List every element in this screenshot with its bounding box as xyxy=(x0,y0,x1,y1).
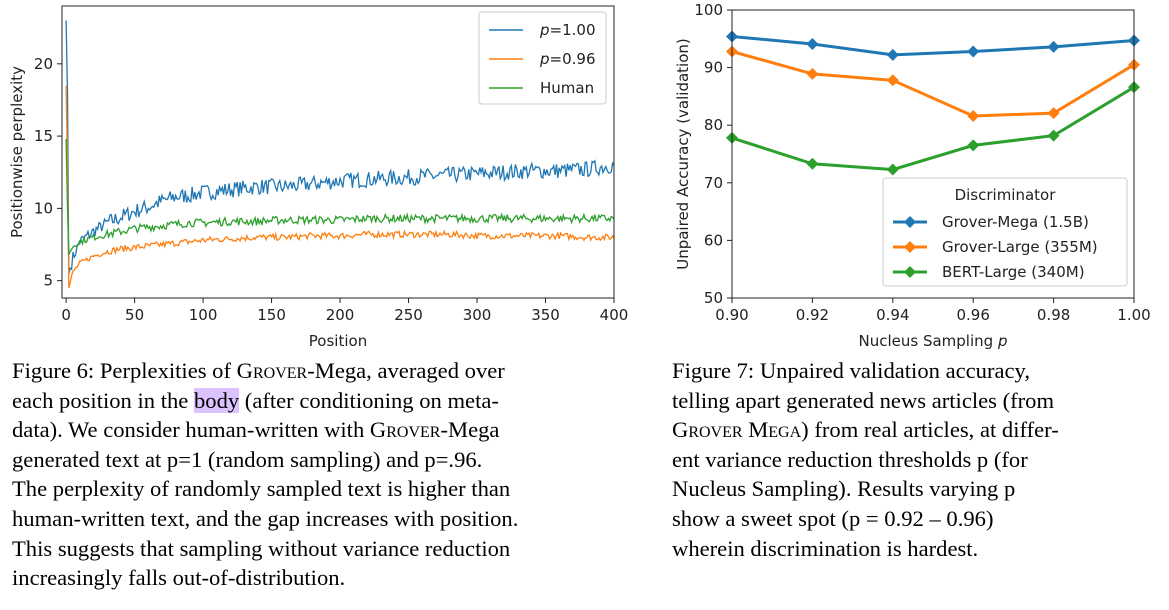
x-tick-label: 200 xyxy=(326,306,355,324)
y-tick-label: 60 xyxy=(704,231,723,249)
legend-label: Grover-Mega (1.5B) xyxy=(942,213,1089,231)
data-point xyxy=(886,74,899,87)
series-line xyxy=(731,50,1135,118)
data-point xyxy=(886,163,899,176)
x-tick-label: 0.96 xyxy=(956,306,989,324)
figure-6-caption: Figure 6: Perplexities of Grover-Mega, a… xyxy=(12,358,519,591)
x-tick-label: 0 xyxy=(61,306,71,324)
data-point xyxy=(1047,40,1060,53)
legend-marker xyxy=(904,216,916,228)
data-point xyxy=(1047,129,1060,142)
legend-marker xyxy=(904,266,916,278)
legend-title: Discriminator xyxy=(955,186,1057,204)
x-tick-label: 400 xyxy=(600,306,629,324)
y-tick-label: 5 xyxy=(43,272,53,290)
series-line xyxy=(65,138,615,255)
plot-frame xyxy=(731,9,1135,299)
figure-7-caption: Figure 7: Unpaired validation accuracy, … xyxy=(672,358,1059,561)
series-line xyxy=(731,85,1135,172)
data-point xyxy=(1047,107,1060,120)
x-tick-label: 0.92 xyxy=(796,306,829,324)
y-tick-label: 10 xyxy=(34,199,53,217)
y-tick-label: 70 xyxy=(704,174,723,192)
x-tick-label: 0.98 xyxy=(1037,306,1070,324)
legend-label: p=1.00 xyxy=(539,21,596,39)
series-line xyxy=(65,20,615,274)
legend-label: p=0.96 xyxy=(539,50,596,68)
data-point xyxy=(967,45,980,58)
series-line xyxy=(65,85,615,289)
data-point xyxy=(806,157,819,170)
x-tick-label: 100 xyxy=(189,306,218,324)
y-tick-label: 100 xyxy=(694,1,723,19)
y-tick-label: 80 xyxy=(704,116,723,134)
legend-label: BERT-Large (340M) xyxy=(942,263,1085,281)
x-axis-label: Nucleus Sampling p xyxy=(859,332,1008,350)
data-point xyxy=(886,48,899,61)
fig7-accuracy-chart: 0.90 0.92 0.94 0.96 0.98 1.00 50 60 70 80 90 100 Nuc… xyxy=(674,1,1151,350)
legend-label: Grover-Large (355M) xyxy=(942,238,1098,256)
legend-box xyxy=(882,177,1128,287)
y-tick-label: 50 xyxy=(704,289,723,307)
x-tick-label: 0.90 xyxy=(715,306,748,324)
y-tick-label: 20 xyxy=(34,55,53,73)
x-tick-label: 350 xyxy=(531,306,560,324)
legend-box xyxy=(478,11,607,105)
x-tick-label: 0.94 xyxy=(876,306,909,324)
legend-marker xyxy=(904,241,916,253)
x-tick-label: 150 xyxy=(257,306,286,324)
data-point xyxy=(806,37,819,50)
y-tick-label: 90 xyxy=(704,59,723,77)
y-axis-label: Unpaired Accuracy (validation) xyxy=(674,38,692,270)
x-axis-label: Position xyxy=(309,332,367,350)
x-tick-label: 50 xyxy=(125,306,144,324)
series-line xyxy=(731,35,1135,57)
highlighted-word: body xyxy=(193,387,240,413)
data-point xyxy=(967,109,980,122)
data-point xyxy=(806,67,819,80)
legend-label: Human xyxy=(540,79,594,97)
y-axis-label: Positionwise perplexity xyxy=(8,66,26,238)
x-tick-label: 1.00 xyxy=(1117,306,1150,324)
x-tick-label: 300 xyxy=(463,306,492,324)
x-tick-label: 250 xyxy=(394,306,423,324)
fig6-perplexity-chart: 0 50 100 150 200 250 300 350 400 5 10 15 20 Position P… xyxy=(8,5,629,350)
y-tick-label: 15 xyxy=(34,127,53,145)
data-point xyxy=(967,139,980,152)
plot-frame xyxy=(61,5,615,299)
